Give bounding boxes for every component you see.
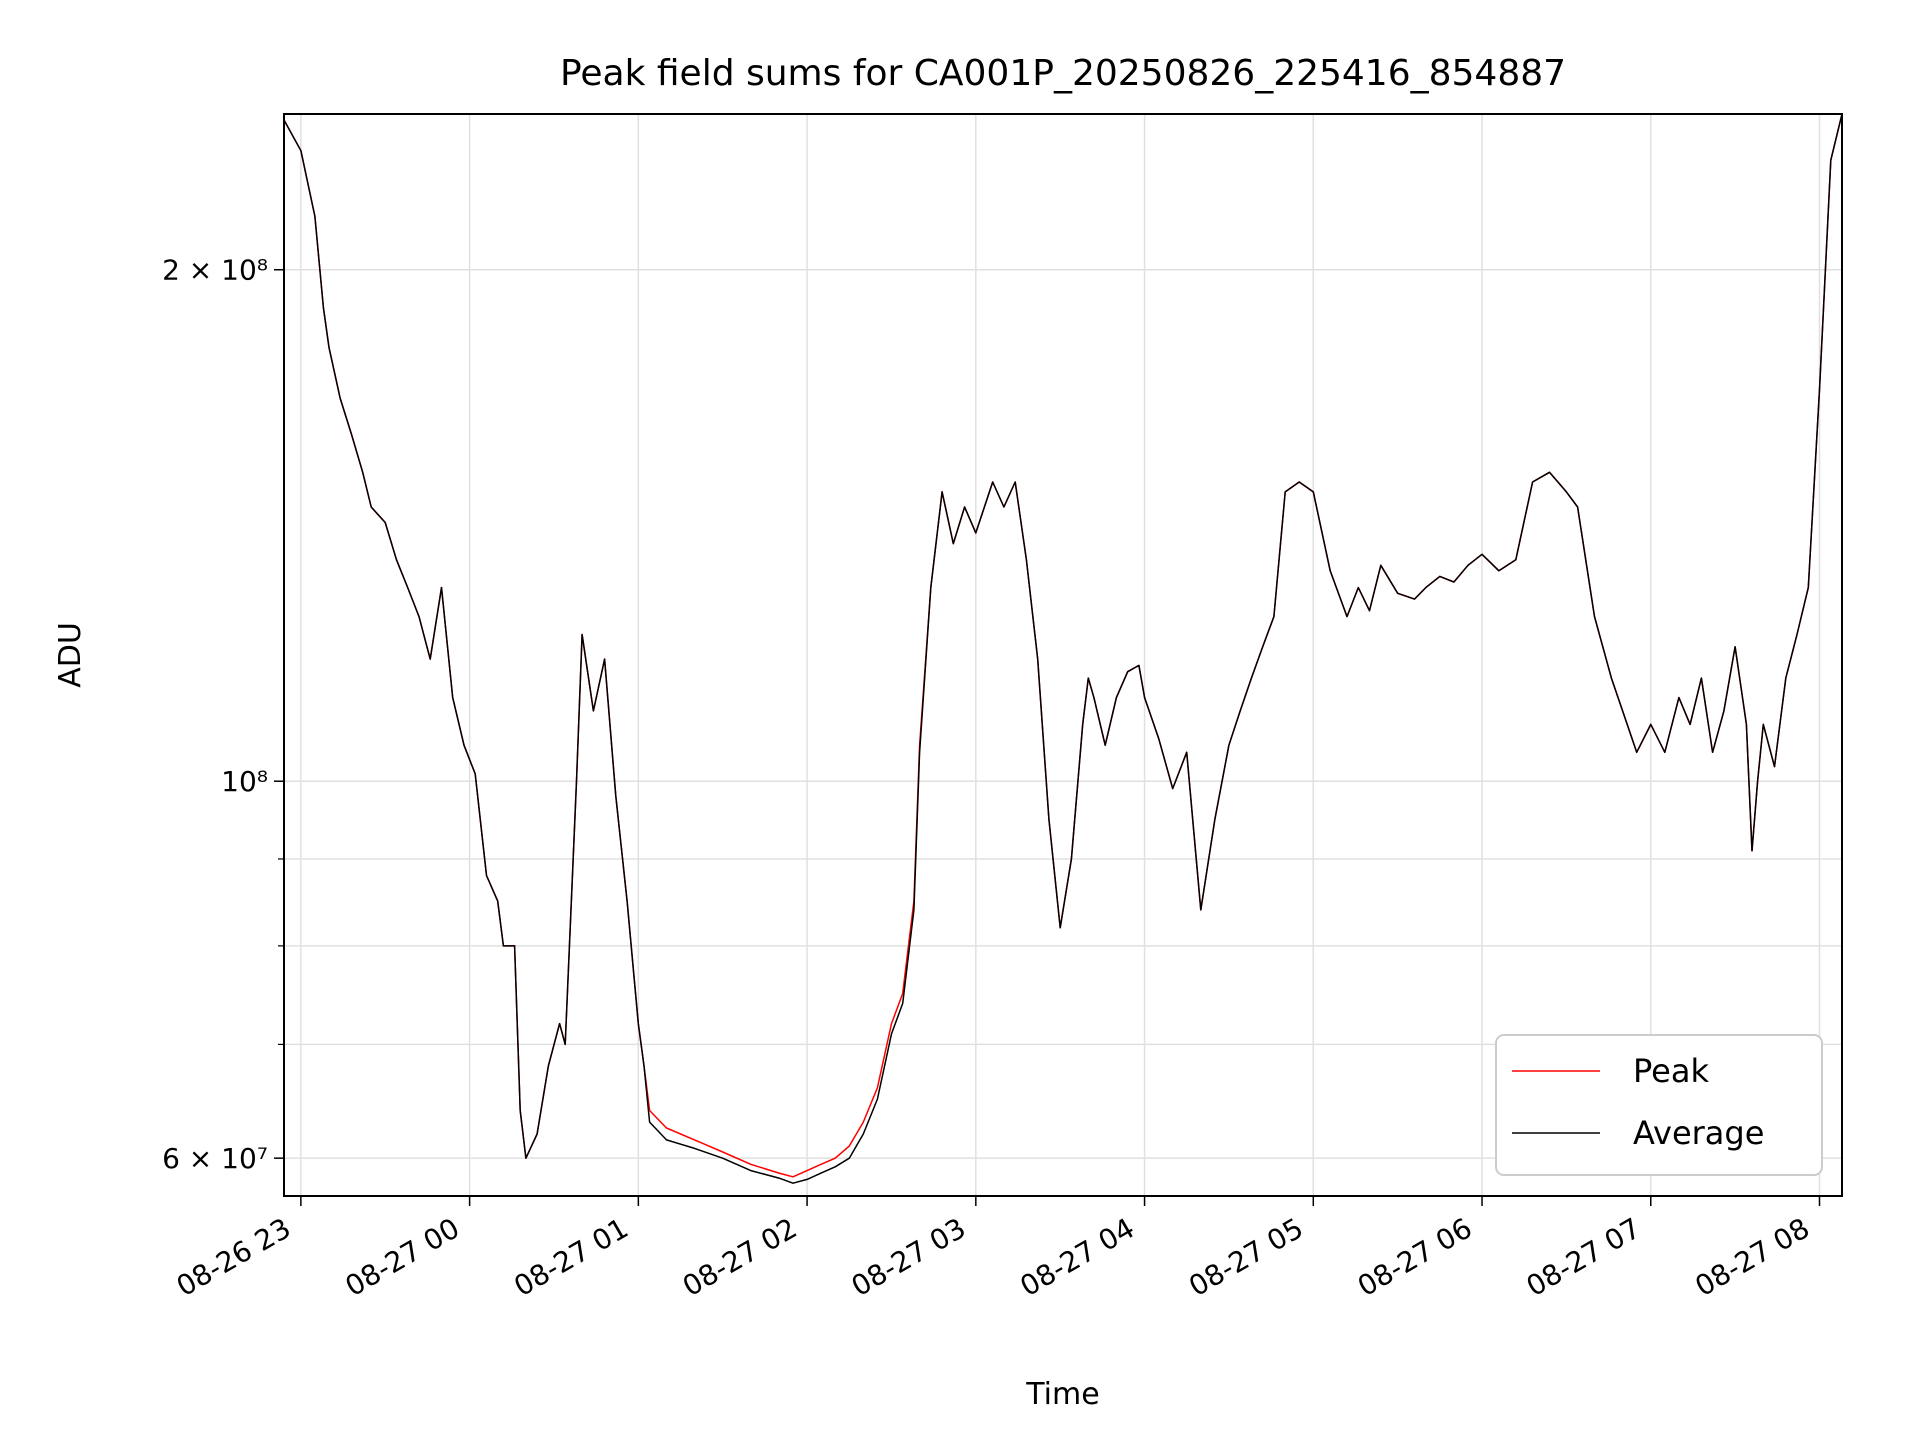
chart-title: Peak field sums for CA001P_20250826_2254… (560, 53, 1566, 94)
series-lines (283, 113, 1843, 1184)
legend: Peak Average (1495, 1034, 1823, 1176)
legend-average-label: Average (1633, 1114, 1764, 1152)
x-axis-label: Time (1025, 1377, 1099, 1412)
series-line-average (283, 113, 1843, 1184)
legend-peak-label: Peak (1633, 1052, 1709, 1090)
y-tick-label: 2 × 10⁸ (162, 254, 268, 287)
legend-box (1495, 1034, 1823, 1176)
plot-frame (283, 113, 1843, 1197)
y-tick-label: 6 × 10⁷ (162, 1142, 268, 1175)
y-axis: 6 × 10⁷ 10⁸ 2 × 10⁸ (162, 254, 284, 1175)
y-tick-label: 10⁸ (221, 765, 268, 798)
y-axis-label: ADU (53, 622, 88, 688)
